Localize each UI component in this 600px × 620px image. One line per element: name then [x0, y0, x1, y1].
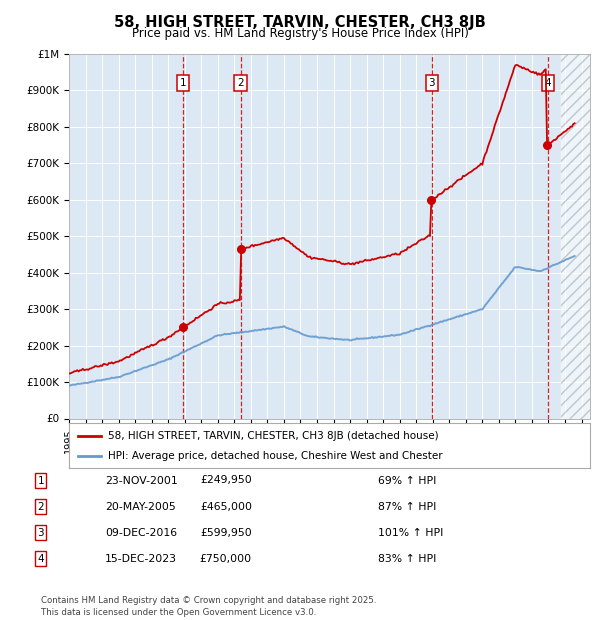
Text: 58, HIGH STREET, TARVIN, CHESTER, CH3 8JB (detached house): 58, HIGH STREET, TARVIN, CHESTER, CH3 8J… — [108, 430, 439, 441]
Text: 20-MAY-2005: 20-MAY-2005 — [105, 502, 176, 512]
Text: 1: 1 — [37, 476, 44, 485]
Text: 83% ↑ HPI: 83% ↑ HPI — [378, 554, 436, 564]
Text: £750,000: £750,000 — [200, 554, 252, 564]
Text: 23-NOV-2001: 23-NOV-2001 — [105, 476, 178, 485]
Bar — [561, 54, 590, 419]
Text: 2: 2 — [238, 78, 244, 88]
Bar — [561, 54, 590, 419]
Text: 2: 2 — [37, 502, 44, 512]
Text: 15-DEC-2023: 15-DEC-2023 — [105, 554, 177, 564]
Text: HPI: Average price, detached house, Cheshire West and Chester: HPI: Average price, detached house, Ches… — [108, 451, 443, 461]
Text: 09-DEC-2016: 09-DEC-2016 — [105, 528, 177, 538]
Text: 3: 3 — [428, 78, 435, 88]
Text: £599,950: £599,950 — [200, 528, 252, 538]
Text: Contains HM Land Registry data © Crown copyright and database right 2025.
This d: Contains HM Land Registry data © Crown c… — [41, 596, 376, 617]
Text: 87% ↑ HPI: 87% ↑ HPI — [378, 502, 436, 512]
Text: £465,000: £465,000 — [200, 502, 252, 512]
Text: 69% ↑ HPI: 69% ↑ HPI — [378, 476, 436, 485]
Text: 4: 4 — [544, 78, 551, 88]
Text: 1: 1 — [180, 78, 187, 88]
Text: 58, HIGH STREET, TARVIN, CHESTER, CH3 8JB: 58, HIGH STREET, TARVIN, CHESTER, CH3 8J… — [114, 16, 486, 30]
Text: 101% ↑ HPI: 101% ↑ HPI — [378, 528, 443, 538]
Text: Price paid vs. HM Land Registry's House Price Index (HPI): Price paid vs. HM Land Registry's House … — [131, 27, 469, 40]
Text: 3: 3 — [37, 528, 44, 538]
Text: £249,950: £249,950 — [200, 476, 252, 485]
Text: 4: 4 — [37, 554, 44, 564]
